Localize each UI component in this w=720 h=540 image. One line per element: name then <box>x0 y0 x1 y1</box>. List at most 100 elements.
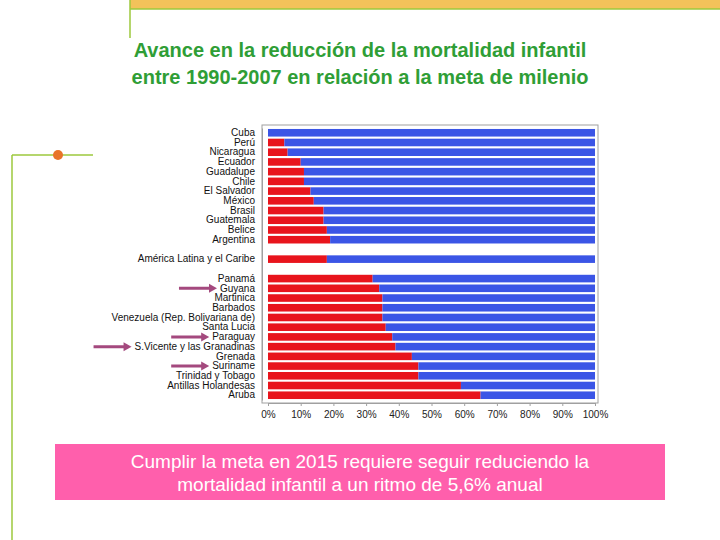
plot-frame <box>262 125 598 403</box>
x-tick-mark <box>301 403 302 406</box>
bar <box>268 333 392 341</box>
bar <box>382 314 595 322</box>
bar <box>268 178 304 186</box>
x-tick-label: 90% <box>553 409 573 420</box>
bar <box>268 158 301 166</box>
bar <box>268 323 386 331</box>
arrow <box>171 365 203 368</box>
x-tick-label: 40% <box>389 409 409 420</box>
bar <box>284 139 595 147</box>
x-tick-label: 50% <box>422 409 442 420</box>
canvas: Avance en la reducción de la mortalidad … <box>0 0 720 540</box>
title: Avance en la reducción de la mortalidad … <box>132 39 589 88</box>
x-tick-mark <box>432 403 433 406</box>
bar <box>327 226 595 234</box>
bar <box>373 275 595 283</box>
bar <box>268 197 314 205</box>
deco-line <box>129 0 131 38</box>
x-tick-mark <box>464 403 465 406</box>
deco-line <box>11 155 13 540</box>
deco-line <box>12 154 93 156</box>
bar <box>268 187 311 195</box>
deco-dot <box>53 150 63 160</box>
y-axis-line <box>262 129 263 401</box>
y-tick: América Latina y el Caribe <box>138 253 262 264</box>
x-axis-line <box>269 404 596 407</box>
bar <box>268 275 373 283</box>
bar <box>268 168 304 176</box>
x-tick: 10% <box>291 403 311 420</box>
x-tick-label: 100% <box>583 409 609 420</box>
y-tick: Argentina <box>212 234 262 245</box>
x-tick-label: 10% <box>291 409 311 420</box>
bar <box>268 285 379 293</box>
x-tick: 90% <box>553 403 573 420</box>
y-tick: Aruba <box>228 389 262 400</box>
arrow <box>94 345 126 348</box>
arrow <box>179 287 211 290</box>
bar <box>396 343 595 351</box>
x-tick-mark <box>268 403 269 406</box>
arrow-head <box>124 342 132 351</box>
bar <box>304 178 595 186</box>
annotation-line: mortalidad infantil a un ritmo de 5,6% a… <box>177 474 542 495</box>
x-tick: 20% <box>324 403 344 420</box>
x-tick-mark <box>497 403 498 406</box>
bar <box>268 226 327 234</box>
top-banner <box>130 0 720 9</box>
bar <box>379 285 595 293</box>
bar <box>268 353 412 361</box>
x-tick: 60% <box>455 403 475 420</box>
x-tick: 0% <box>261 403 276 420</box>
x-tick: 30% <box>357 403 377 420</box>
bar <box>324 207 595 215</box>
bar <box>461 382 595 390</box>
x-tick: 50% <box>422 403 442 420</box>
deco-line <box>130 8 720 10</box>
bar <box>330 236 595 244</box>
category-label: Argentina <box>212 234 255 245</box>
x-tick-mark <box>399 403 400 406</box>
arrow <box>171 335 203 338</box>
x-tick-mark <box>530 403 531 406</box>
bar <box>324 216 595 224</box>
bar <box>268 391 481 399</box>
bar <box>288 148 595 156</box>
annotation-line: Cumplir la meta en 2015 requiere seguir … <box>131 451 590 472</box>
x-tick-label: 20% <box>324 409 344 420</box>
x-tick-mark <box>562 403 563 406</box>
x-tick-label: 70% <box>487 409 507 420</box>
bar <box>412 353 595 361</box>
bar <box>392 333 595 341</box>
bar <box>418 362 595 370</box>
category-label: Aruba <box>228 389 255 400</box>
arrow-head <box>209 284 217 293</box>
bar <box>268 148 288 156</box>
bar <box>268 304 382 312</box>
bar <box>268 255 327 263</box>
x-tick: 40% <box>389 403 409 420</box>
bar <box>268 207 324 215</box>
bars <box>268 129 595 399</box>
bar <box>304 168 595 176</box>
bar <box>481 391 595 399</box>
bar <box>382 294 595 302</box>
arrow-head <box>201 362 209 371</box>
x-tick: 100% <box>583 403 609 420</box>
bar <box>268 216 324 224</box>
bar <box>386 323 595 331</box>
bar <box>268 294 382 302</box>
x-tick-label: 80% <box>520 409 540 420</box>
bar <box>268 314 382 322</box>
bar <box>268 382 461 390</box>
x-tick-label: 30% <box>357 409 377 420</box>
title-line: entre 1990-2007 en relación a la meta de… <box>132 66 589 88</box>
title-line: Avance en la reducción de la mortalidad … <box>134 39 587 61</box>
bar <box>311 187 595 195</box>
bar <box>327 255 595 263</box>
arrow-head <box>201 332 209 341</box>
x-tick-mark <box>333 403 334 406</box>
bar <box>268 372 418 380</box>
bar <box>268 343 396 351</box>
y-axis: CubaPerúNicaraguaEcuadorGuadalupeChileEl… <box>112 127 263 401</box>
